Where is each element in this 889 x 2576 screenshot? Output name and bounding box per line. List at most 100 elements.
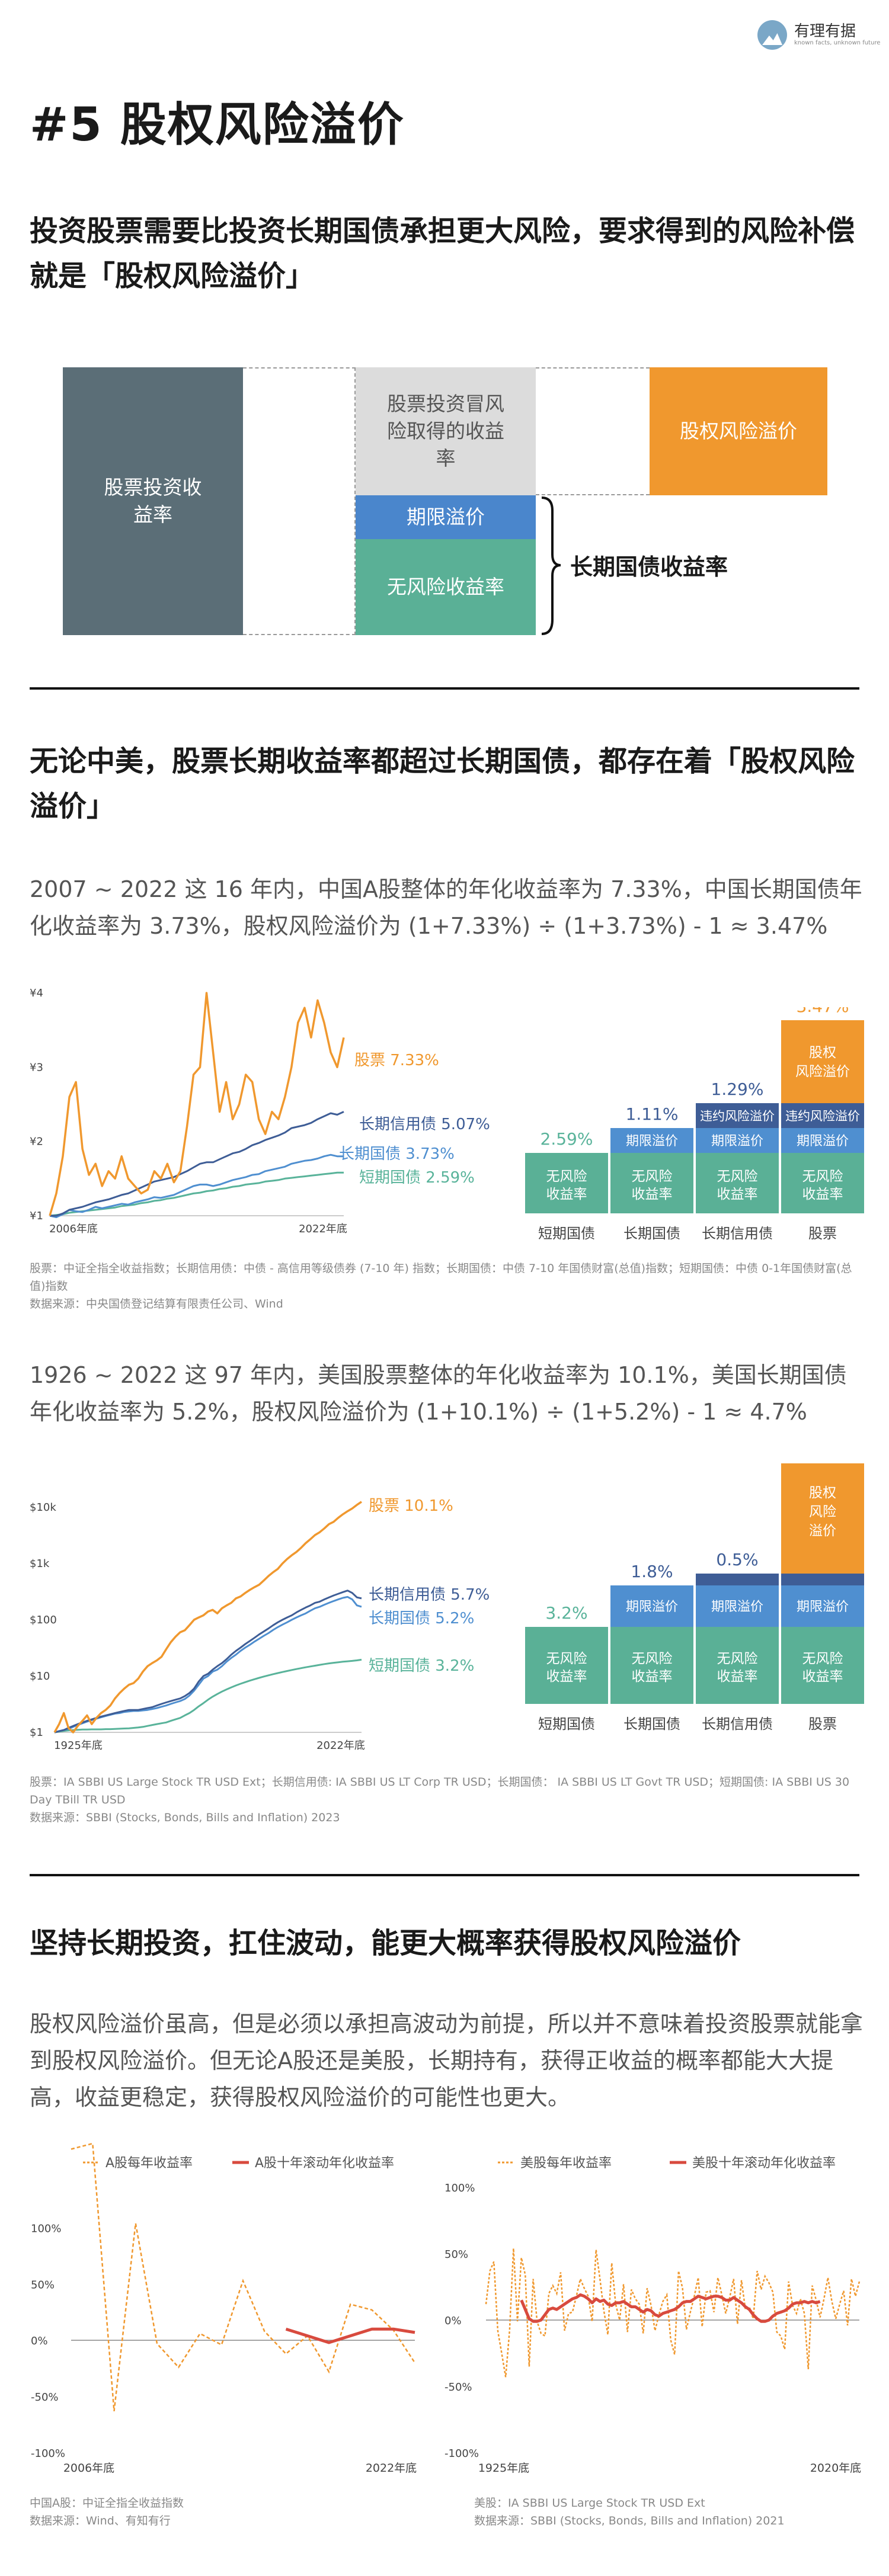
y-tick-label: -50% [444,2381,472,2394]
equity-premium-label: 股权风险溢价 [680,419,797,443]
cn-volatility-chart: A股每年收益率 A股十年滚动年化收益率 -100% -50% 0% 50% 100% 2006… [31,2142,417,2475]
bar-term-label: 期限溢价 [626,1600,678,1614]
bar-risk-free [696,1627,779,1704]
cn-growth-chart: ¥1 ¥2 ¥3 ¥4 2006年底 2022年底 短期国债 2.59% 长期国债 3.73%… [30,987,490,1235]
series-label-govt: 长期国债 3.73% [339,1145,455,1163]
bar-risk-free-label: 收益率 [546,1669,587,1684]
cn-note-data: 数据来源：中央国债登记结算有限责任公司、Wind [30,1297,283,1311]
bar-risk-free-label: 无风险 [717,1651,758,1667]
category-label: 长期国债 [623,1225,680,1242]
series-line-govt [54,1595,362,1734]
stock-return-label: 股票投资收益率 [104,476,202,526]
bond-bracket-label: 长期国债收益率 [570,554,728,580]
y-tick-label: $1k [30,1558,50,1570]
series-line-credit [50,1111,344,1217]
series-line-short [54,1658,362,1734]
bar-risk-free [525,1153,608,1213]
category-label: 股票 [808,1716,837,1732]
bar-term-label: 期限溢价 [626,1134,678,1149]
bar-term-label: 期限溢价 [797,1134,849,1149]
y-tick-label: ¥4 [30,987,43,999]
us-vol-notes: 美股：IA SBBI US Large Stock TR USD Ext 数据来… [474,2494,859,2530]
total-label: 3.47% [797,1007,849,1016]
series-label-govt: 长期国债 5.2% [369,1610,474,1627]
series-label-stock: 股票 7.33% [354,1052,439,1069]
series-label-credit: 长期信用债 5.7% [369,1586,490,1604]
mountain-logo-icon [757,20,787,50]
bar-risk-free-label: 无风险 [546,1651,587,1667]
intro-heading: 投资股票需要比投资长期国债承担更大风险，要求得到的风险补偿就是「股权风险溢价」 [30,214,855,293]
bar-risk-free-label: 收益率 [546,1187,587,1202]
y-tick-label: -100% [31,2447,65,2460]
legend-label: A股十年滚动年化收益率 [255,2156,394,2171]
bar-equity-label: 风险 [809,1504,836,1520]
y-tick-label: ¥2 [30,1136,43,1148]
bar-term [781,1585,864,1627]
dashed-connector [243,367,356,635]
bar-credit-label: 违约风险溢价 [700,1109,775,1123]
bar-risk-free [781,1627,864,1704]
rolling-return-line [285,2327,415,2344]
y-tick-label: 0% [444,2315,462,2327]
category-label: 长期国债 [623,1716,680,1732]
rolling-return-line [520,2293,821,2323]
total-label: 2.59% [541,1129,593,1149]
bar-term [610,1128,693,1153]
category-label: 长期信用债 [702,1716,773,1732]
x-tick-label: 2020年底 [810,2462,861,2475]
brand-logo: 有理有据 known facts, unknown future [757,20,880,50]
total-label: 1.29% [711,1079,764,1099]
cn-notes: 股票：中证全指全收益指数；长期信用债：中债 - 高信用等级债券 (7-10 年)… [30,1260,859,1313]
bar-risk-free [781,1153,864,1213]
equity-premium-box: 股权风险溢价 [650,367,827,495]
bar-term [610,1585,693,1627]
us-volatility-chart: 美股每年收益率 美股十年滚动年化收益率 -100% -50% 0% 50% 100% 1925… [444,2156,861,2475]
y-tick-label: $10k [30,1501,56,1514]
annual-return-line [485,2248,861,2378]
bar-risk-free [610,1627,693,1704]
total-label: 1.11% [626,1104,679,1124]
bar-term-label: 期限溢价 [711,1134,763,1149]
bar-risk-free-label: 收益率 [632,1187,673,1202]
series-line-short [49,1171,344,1217]
bar-credit [696,1103,779,1128]
bar-risk-free-label: 无风险 [802,1169,843,1184]
series-line-stock [53,1501,362,1734]
bar-risk-free [525,1627,608,1704]
divider-2 [30,1874,859,1876]
bar-risk-free [610,1153,693,1213]
us-notes: 股票：IA SBBI US Large Stock TR USD Ext；长期信… [30,1773,859,1827]
us-vol-note-0: 美股：IA SBBI US Large Stock TR USD Ext [474,2497,705,2510]
total-label: 3.2% [545,1603,587,1623]
bar-risk-free-label: 收益率 [717,1187,758,1202]
series-label-credit: 长期信用债 5.07% [359,1116,490,1133]
section1-heading: 无论中美，股票长期收益率都超过长期国债，都存在着「股权风险溢价」 [30,745,855,823]
term-premium-label: 期限溢价 [407,505,485,528]
x-tick-label: 2022年底 [299,1223,347,1235]
series-line-credit [54,1590,362,1734]
x-tick-label: 2006年底 [63,2462,114,2475]
page-title: #5 股权风险溢价 [30,98,405,152]
us-growth-chart: $1 $10 $100 $1k $10k 1925年底 2022年底 短期国债 3.2% 长期国… [30,1497,490,1752]
risk-return-label: 股票投资冒风险取得的收益率 [387,392,504,470]
total-label: 1.8% [631,1562,673,1581]
cn-vol-note-0: 中国A股：中证全指全收益指数 [30,2497,184,2510]
series-label-stock: 股票 10.1% [369,1497,453,1515]
y-tick-label: $1 [30,1726,43,1739]
bar-equity-label: 风险溢价 [795,1064,850,1079]
category-label: 长期信用债 [702,1225,773,1242]
x-tick-label: 2022年底 [316,1739,365,1752]
bar-term [696,1585,779,1627]
bar-equity-label: 股权 [809,1045,836,1060]
brand-name: 有理有据 [794,23,856,40]
y-tick-label: ¥3 [30,1061,43,1074]
bar-risk-free-label: 收益率 [632,1669,673,1684]
stock-return-box: 股票投资收益率 [63,367,243,635]
y-tick-label: -50% [31,2391,59,2404]
category-label: 短期国债 [538,1716,595,1732]
brand-tagline: known facts, unknown future [794,40,881,46]
bar-risk-free-label: 收益率 [802,1669,843,1684]
bar-term [696,1128,779,1153]
bar-risk-free-label: 无风险 [632,1169,673,1184]
us-note-data: 数据来源：SBBI (Stocks, Bonds, Bills and Infl… [30,1811,340,1824]
